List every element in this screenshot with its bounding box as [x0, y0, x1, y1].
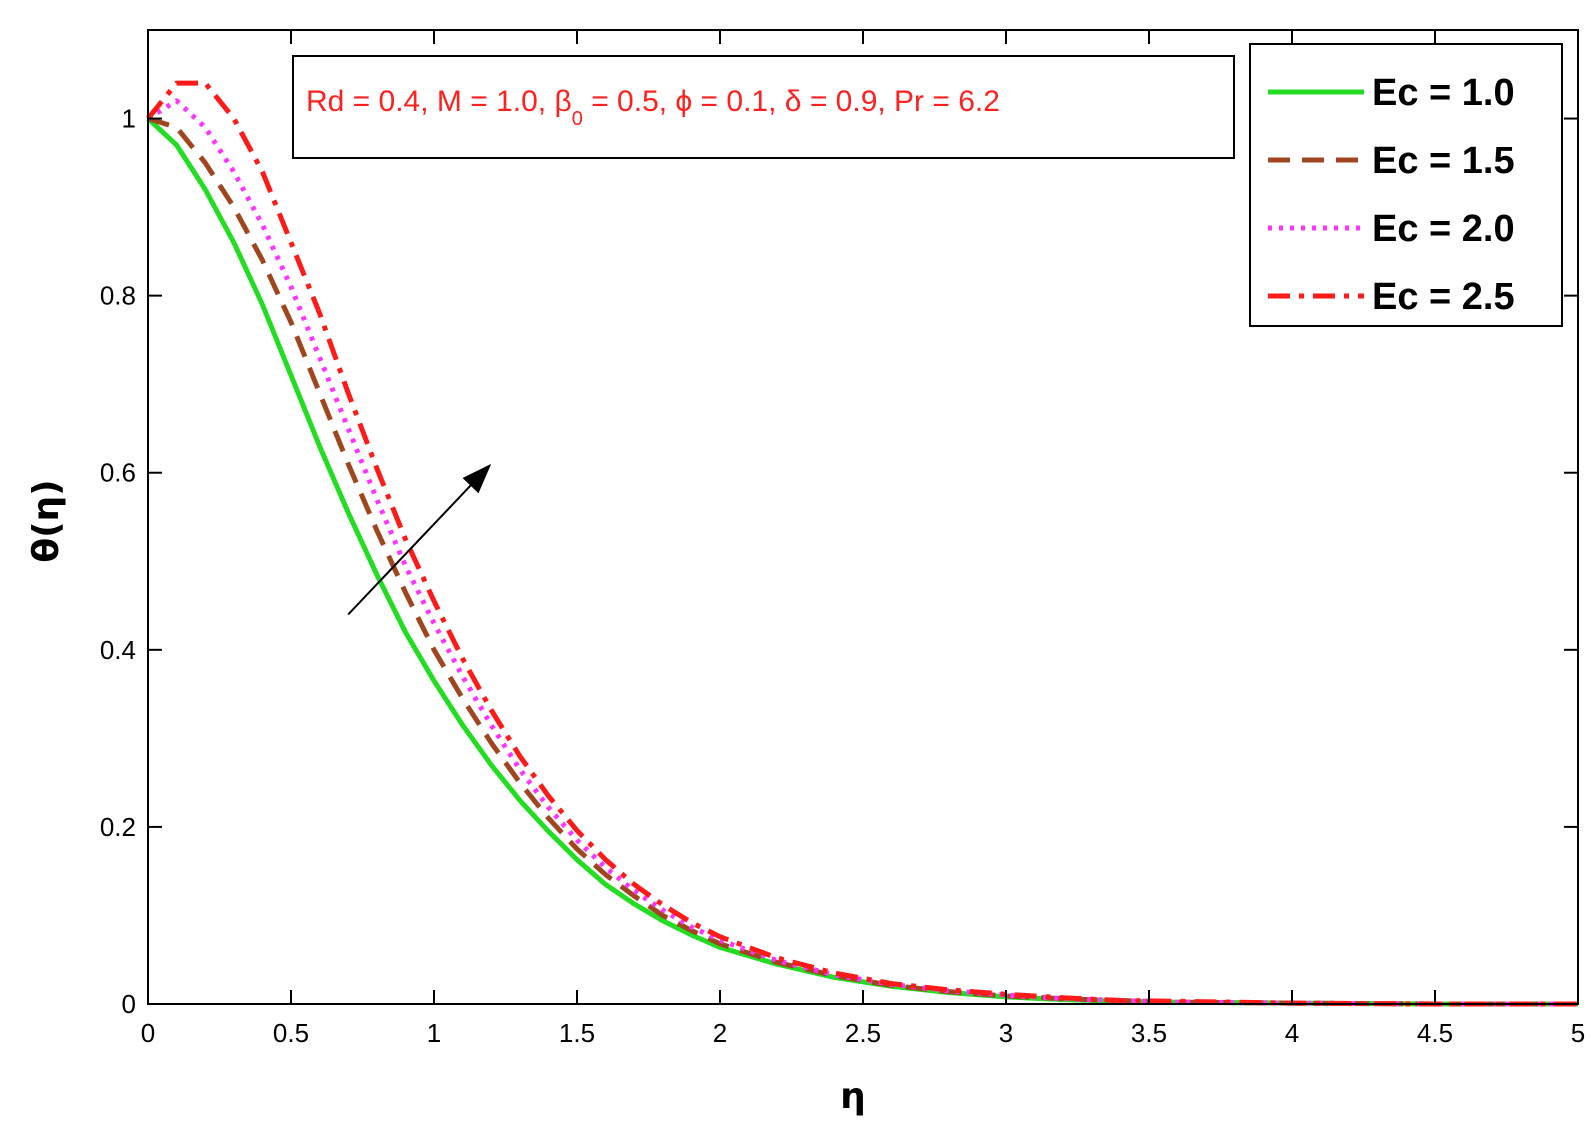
y-tick-label: 0.6 — [100, 458, 136, 488]
x-tick-label: 4.5 — [1417, 1018, 1453, 1048]
x-tick-label: 5 — [1571, 1018, 1585, 1048]
x-axis-label: η — [840, 1076, 866, 1117]
x-tick-label: 1.5 — [559, 1018, 595, 1048]
x-tick-label: 2.5 — [845, 1018, 881, 1048]
x-tick-label: 1 — [427, 1018, 441, 1048]
y-tick-label: 1 — [122, 104, 136, 134]
series-line-2 — [147, 116, 1578, 1007]
annotation-part2: = 0.5, ϕ = 0.1, δ = 0.9, Pr = 6.2 — [583, 85, 1000, 118]
x-tick-label: 4 — [1285, 1018, 1299, 1048]
series-line-4 — [146, 80, 1578, 1007]
arrow-shaft — [347, 484, 472, 616]
increase-arrow — [347, 463, 492, 616]
legend-label: Ec = 2.5 — [1372, 276, 1515, 318]
plot-lines — [146, 80, 1578, 1007]
legend: Ec = 1.0 Ec = 1.5 Ec = 2.0 Ec = 2.5 — [1249, 43, 1563, 327]
x-tick-label: 2 — [713, 1018, 727, 1048]
y-axis-label: θ(η) — [26, 479, 67, 562]
legend-label: Ec = 1.5 — [1372, 140, 1515, 182]
annotation-text: Rd = 0.4, M = 1.0, β0 = 0.5, ϕ = 0.1, δ … — [306, 85, 1000, 130]
x-tick-label: 0.5 — [273, 1018, 309, 1048]
x-tick-label: 3.5 — [1131, 1018, 1167, 1048]
legend-label: Ec = 2.0 — [1372, 208, 1515, 250]
y-tick-label: 0.8 — [100, 281, 136, 311]
y-tick-label: 0 — [122, 989, 136, 1019]
annotation-subscript: 0 — [572, 108, 583, 130]
legend-label: Ec = 1.0 — [1372, 72, 1515, 114]
annotation-box: Rd = 0.4, M = 1.0, β0 = 0.5, ϕ = 0.1, δ … — [292, 55, 1235, 159]
y-tick-label: 0.4 — [100, 635, 136, 665]
x-tick-label: 3 — [999, 1018, 1013, 1048]
arrow-head — [462, 463, 492, 494]
annotation-part1: Rd = 0.4, M = 1.0, β — [306, 85, 572, 118]
x-tick-label: 0 — [141, 1018, 155, 1048]
y-tick-label: 0.2 — [100, 812, 136, 842]
series-line-3 — [146, 98, 1578, 1007]
ticks: 0 0.5 1 1.5 2 2.5 3 3.5 4 4.5 5 0 0.2 0.4 0.6 0.8 1 — [100, 30, 1585, 1048]
